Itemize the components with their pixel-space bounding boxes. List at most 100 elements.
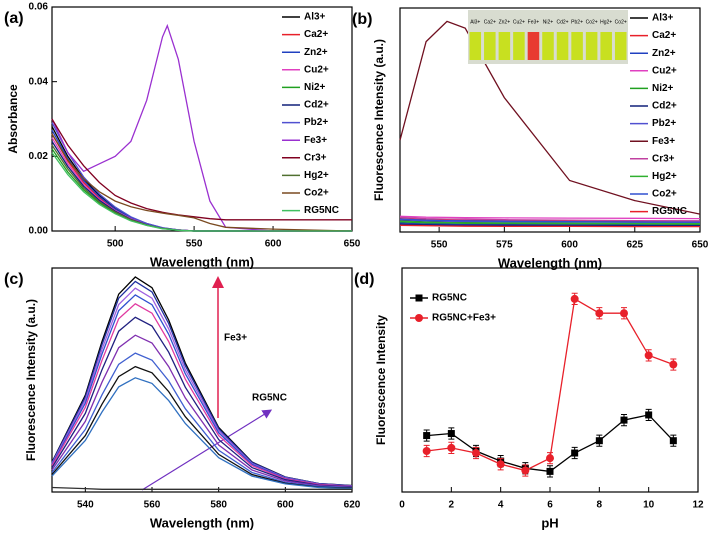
vial-label: Cd2+: [556, 19, 568, 25]
panel-label: (d): [354, 271, 374, 288]
series-line: [51, 152, 352, 232]
legend-label: Cd2+: [652, 101, 677, 112]
x-tick-label: 550: [186, 239, 203, 250]
legend-label: Al3+: [652, 13, 674, 24]
vial-label: Zn2+: [499, 19, 511, 25]
legend-label: Pb2+: [304, 117, 328, 128]
point: [546, 467, 554, 475]
point: [472, 449, 480, 458]
x-tick-label: 580: [210, 500, 227, 511]
vial-label: Ni2+: [543, 19, 554, 25]
x-tick-label: 625: [626, 240, 643, 251]
point: [620, 309, 628, 318]
point: [447, 443, 456, 452]
series-line: [51, 133, 352, 232]
series-line: [51, 365, 353, 489]
point: [595, 309, 604, 318]
legend-marker: [415, 294, 423, 302]
vial: [513, 32, 525, 60]
panel-label: (a): [4, 10, 24, 27]
x-axis-label: Wavelength (nm): [150, 515, 254, 530]
legend-label: Cu2+: [304, 64, 329, 75]
series-line: [51, 303, 353, 488]
annotation: Fe3+: [224, 333, 247, 344]
y-tick-label: 0.00: [29, 226, 49, 237]
x-tick-label: 550: [431, 240, 448, 251]
legend-label: Cr3+: [304, 152, 327, 163]
y-tick-label: 0.06: [29, 2, 49, 13]
series-line: [399, 224, 700, 228]
legend-label: RG5NC: [652, 206, 687, 217]
point: [422, 447, 431, 456]
vial-label: Co2+: [615, 19, 627, 25]
vial-label: Al3+: [470, 19, 480, 25]
x-tick-label: 0: [399, 500, 405, 511]
x-axis-label: Wavelength (nm): [150, 254, 254, 269]
x-tick-label: 600: [277, 500, 294, 511]
legend-label: Ni2+: [652, 83, 674, 94]
legend-label: Hg2+: [652, 171, 677, 182]
y-tick-label: 0.04: [29, 76, 49, 87]
x-tick-label: 560: [144, 500, 161, 511]
point: [521, 466, 530, 475]
plot-frame: [399, 7, 701, 233]
vial-label: Co2+: [586, 19, 598, 25]
series-line: [399, 218, 701, 223]
point: [595, 437, 603, 445]
vial-label: Hg2+: [600, 19, 612, 25]
y-axis-label: Fluorescence Intensity: [374, 315, 388, 445]
y-axis-label: Fluorescence Intensity (a.u.): [372, 39, 386, 201]
legend-label: Ca2+: [304, 29, 328, 40]
legend-label: Zn2+: [304, 47, 328, 58]
y-tick-label: 0.02: [29, 151, 49, 162]
x-tick-label: 2: [449, 500, 455, 511]
point: [447, 430, 455, 438]
legend-label: Fe3+: [652, 136, 675, 147]
point: [644, 351, 653, 360]
x-axis-label: pH: [541, 515, 558, 530]
annotation: RG5NC: [252, 393, 287, 404]
legend-label: RG5NC: [432, 293, 467, 304]
panel-label: (c): [4, 271, 24, 288]
legend-label: Co2+: [304, 188, 329, 199]
legend-label: Cr3+: [652, 153, 675, 164]
x-tick-label: 620: [344, 500, 361, 511]
series-line: [51, 486, 352, 490]
legend-label: Ca2+: [652, 30, 676, 41]
legend-label: Co2+: [652, 189, 677, 200]
series-line: [51, 118, 352, 221]
point: [620, 416, 628, 424]
x-tick-label: 4: [498, 500, 504, 511]
pointer-arrow: [141, 409, 273, 491]
vial: [498, 32, 511, 60]
legend-label: Cu2+: [652, 65, 677, 76]
series-line: [399, 223, 700, 227]
x-tick-label: 8: [597, 500, 603, 511]
point: [570, 294, 579, 303]
vial: [614, 32, 627, 60]
series-line: [399, 216, 701, 222]
series-line: [51, 352, 353, 489]
legend-label: Zn2+: [652, 48, 676, 59]
x-tick-label: 650: [344, 239, 361, 250]
series-line: [399, 220, 701, 225]
vial: [484, 32, 496, 60]
vial: [542, 32, 554, 60]
vial: [585, 32, 598, 60]
point: [571, 449, 579, 457]
point: [669, 437, 677, 445]
legend-label: Al3+: [304, 12, 326, 23]
vial-label: Pb2+: [571, 19, 583, 25]
x-tick-label: 650: [692, 240, 709, 251]
series-line: [51, 287, 353, 487]
legend-label: Fe3+: [304, 135, 327, 146]
x-tick-label: 600: [561, 240, 578, 251]
vial-label: Fe3+: [528, 19, 540, 25]
y-axis-label: Absorbance: [6, 84, 20, 154]
point: [546, 454, 554, 463]
vial: [571, 32, 583, 60]
series-line: [51, 334, 353, 488]
point: [423, 432, 431, 440]
x-tick-label: 10: [643, 500, 655, 511]
